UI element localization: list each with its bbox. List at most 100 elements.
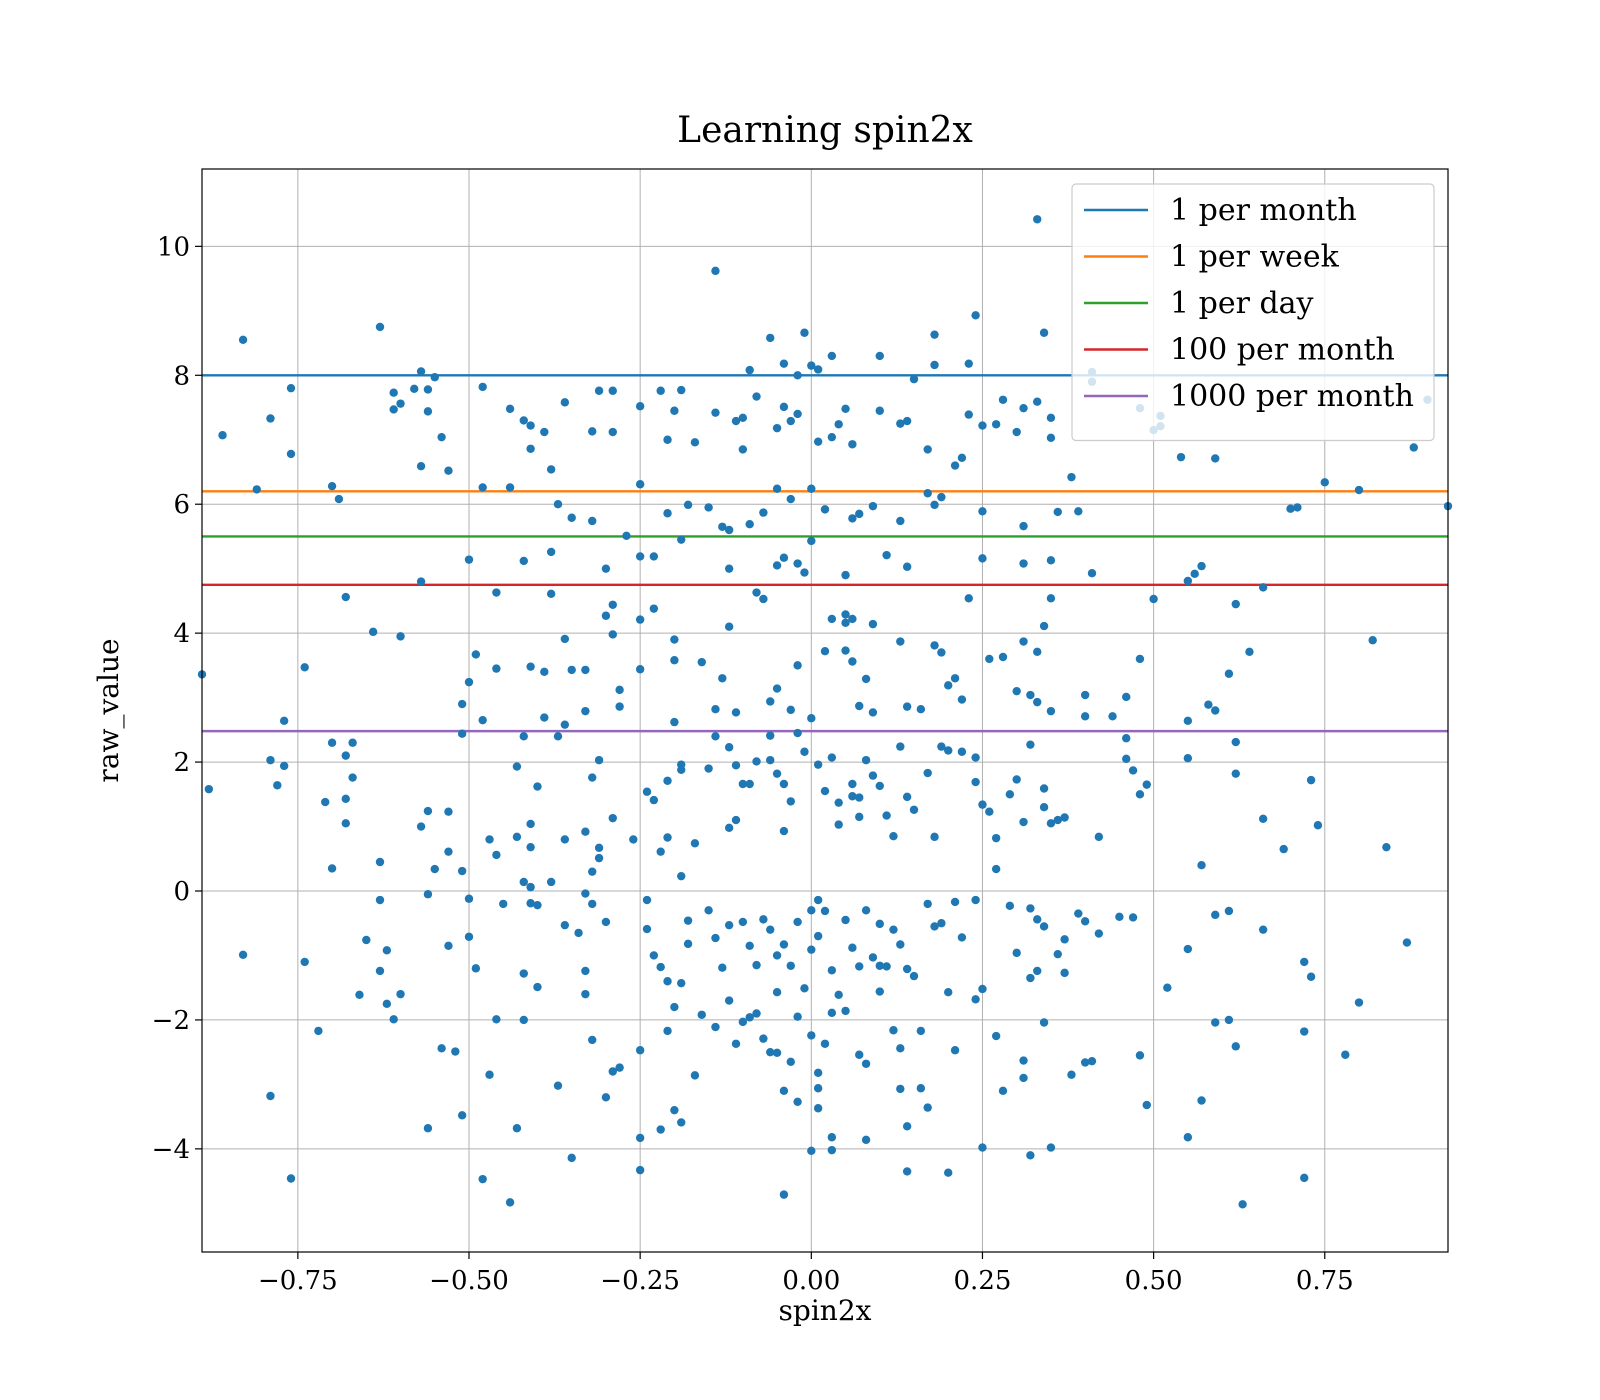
data-point bbox=[896, 742, 905, 751]
data-point bbox=[841, 1006, 850, 1016]
data-point bbox=[813, 1084, 823, 1093]
data-point bbox=[581, 665, 590, 675]
data-point bbox=[902, 1167, 912, 1176]
data-point bbox=[896, 1044, 905, 1053]
data-point bbox=[991, 420, 1001, 429]
data-point bbox=[848, 440, 857, 449]
data-point bbox=[848, 792, 857, 801]
legend-label: 100 per month bbox=[1170, 333, 1395, 368]
data-point bbox=[855, 701, 864, 711]
data-point bbox=[266, 414, 275, 423]
data-point bbox=[964, 410, 973, 419]
data-point bbox=[978, 507, 987, 516]
data-point bbox=[978, 554, 987, 563]
data-point bbox=[601, 1093, 611, 1102]
data-point bbox=[704, 503, 713, 512]
data-point bbox=[670, 1105, 679, 1115]
data-point bbox=[656, 386, 665, 395]
data-point bbox=[1019, 559, 1028, 568]
y-axis-ticks: −4 −2 0 2 4 6 8 10 bbox=[152, 232, 202, 1165]
data-point bbox=[252, 485, 261, 494]
data-point bbox=[683, 916, 693, 925]
data-point bbox=[731, 815, 741, 825]
data-point bbox=[1183, 944, 1193, 954]
data-point bbox=[321, 797, 330, 807]
data-point bbox=[902, 964, 912, 974]
data-point bbox=[396, 989, 405, 999]
data-point bbox=[916, 1084, 926, 1093]
data-point bbox=[944, 681, 953, 690]
data-point bbox=[1354, 998, 1364, 1007]
data-point bbox=[1033, 647, 1042, 657]
data-point bbox=[1033, 397, 1042, 406]
data-point bbox=[1026, 1151, 1035, 1160]
data-point bbox=[416, 822, 426, 831]
data-points bbox=[197, 215, 1453, 1209]
data-point bbox=[978, 984, 987, 994]
data-point bbox=[656, 1125, 665, 1134]
data-point bbox=[663, 833, 672, 842]
y-tick-label: −4 bbox=[152, 1135, 190, 1165]
data-point bbox=[574, 928, 583, 938]
data-point bbox=[834, 990, 843, 999]
data-point bbox=[779, 359, 789, 368]
data-point bbox=[786, 416, 795, 426]
data-point bbox=[813, 1068, 823, 1077]
data-point bbox=[1039, 621, 1049, 631]
data-point bbox=[752, 960, 761, 970]
data-point bbox=[540, 667, 549, 677]
data-point bbox=[827, 1145, 837, 1155]
data-point bbox=[588, 773, 597, 782]
data-point bbox=[437, 432, 446, 442]
data-point bbox=[820, 1039, 830, 1048]
data-point bbox=[841, 646, 850, 655]
data-point bbox=[437, 1044, 446, 1053]
data-point bbox=[266, 1091, 275, 1101]
data-point bbox=[916, 1026, 926, 1036]
data-point bbox=[594, 755, 604, 765]
data-point bbox=[766, 697, 775, 706]
data-point bbox=[492, 1015, 501, 1024]
data-point bbox=[553, 732, 563, 741]
data-point bbox=[677, 535, 686, 544]
data-point bbox=[635, 665, 645, 674]
legend-label: 1 per day bbox=[1170, 286, 1314, 321]
data-point bbox=[327, 738, 337, 747]
data-point bbox=[964, 359, 973, 368]
data-point bbox=[998, 652, 1008, 662]
data-point bbox=[512, 832, 522, 842]
data-point bbox=[622, 531, 631, 541]
data-point bbox=[855, 1050, 864, 1059]
data-point bbox=[724, 823, 734, 833]
data-point bbox=[560, 835, 570, 844]
data-point bbox=[1019, 1056, 1028, 1065]
data-point bbox=[1306, 775, 1316, 785]
data-point bbox=[718, 963, 727, 972]
data-point bbox=[560, 398, 570, 407]
data-point bbox=[670, 1002, 679, 1012]
data-point bbox=[567, 1153, 576, 1163]
data-point bbox=[950, 897, 960, 907]
data-point bbox=[841, 610, 850, 619]
data-point bbox=[635, 1133, 645, 1143]
data-point bbox=[457, 699, 467, 709]
data-point bbox=[635, 402, 645, 411]
data-point bbox=[902, 562, 912, 571]
data-point bbox=[937, 492, 946, 502]
data-point bbox=[766, 755, 775, 765]
data-point bbox=[1080, 690, 1090, 700]
data-point bbox=[1074, 909, 1083, 918]
data-point bbox=[1087, 1056, 1097, 1066]
data-point bbox=[930, 832, 939, 842]
data-point bbox=[711, 408, 720, 417]
data-point bbox=[1094, 929, 1104, 938]
data-point bbox=[930, 500, 939, 510]
data-point bbox=[375, 895, 385, 905]
data-point bbox=[950, 674, 960, 683]
data-point bbox=[519, 969, 528, 978]
data-point bbox=[752, 392, 761, 401]
data-point bbox=[786, 494, 795, 504]
data-point bbox=[957, 453, 967, 462]
legend-label: 1000 per month bbox=[1170, 379, 1414, 414]
data-point bbox=[1012, 686, 1021, 696]
